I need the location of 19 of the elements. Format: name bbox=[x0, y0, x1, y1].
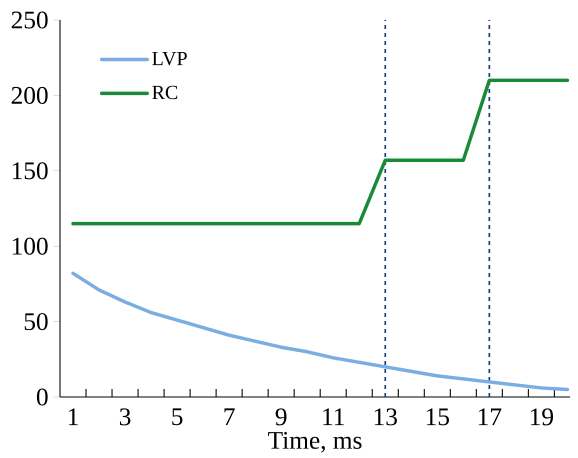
x-tick-label: 19 bbox=[530, 408, 554, 426]
x-tick-label: 11 bbox=[323, 408, 344, 426]
y-tick-label: 100 bbox=[12, 238, 48, 255]
x-tick-label: 9 bbox=[276, 408, 286, 426]
x-tick-label: 3 bbox=[120, 408, 130, 426]
x-axis-title: Time, ms bbox=[268, 432, 362, 453]
x-tick-label: 17 bbox=[478, 408, 502, 426]
legend-label: LVP bbox=[152, 52, 187, 66]
y-tick-label: 250 bbox=[12, 11, 48, 29]
x-tick-label: 1 bbox=[68, 408, 78, 426]
y-tick-label: 0 bbox=[36, 388, 48, 406]
y-tick-label: 50 bbox=[24, 313, 48, 330]
x-tick-label: 7 bbox=[224, 408, 235, 425]
x-tick-label: 15 bbox=[426, 408, 449, 426]
y-tick-label: 200 bbox=[12, 86, 48, 104]
x-tick-label: 13 bbox=[374, 408, 397, 426]
y-tick-label: 150 bbox=[12, 162, 48, 180]
legend-label: RC bbox=[152, 86, 178, 100]
x-tick-label: 5 bbox=[172, 408, 182, 426]
